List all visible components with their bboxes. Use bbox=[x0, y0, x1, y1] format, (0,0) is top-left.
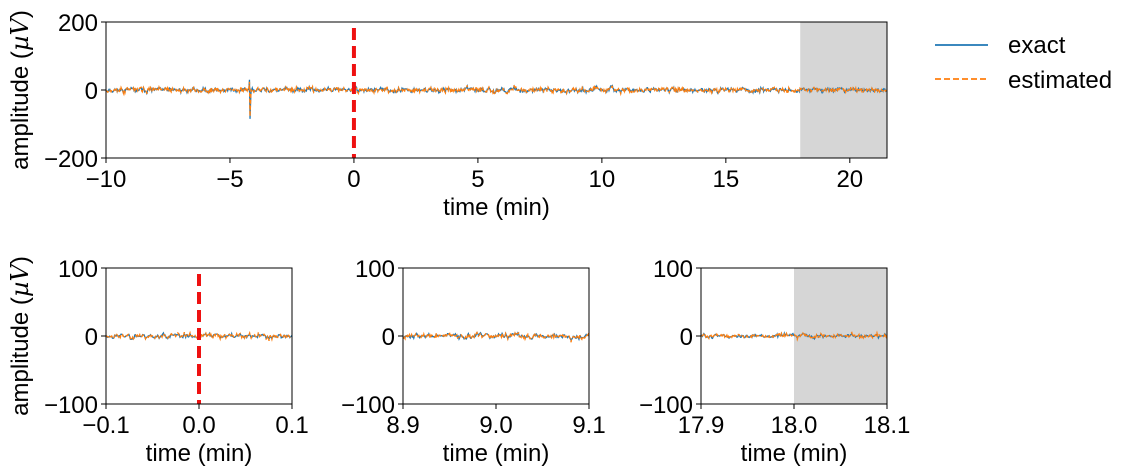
legend-exact-label: exact bbox=[1008, 32, 1066, 59]
y-tick-label: 200 bbox=[58, 10, 98, 37]
series-estimated-line bbox=[701, 330, 887, 342]
x-tick-label: 0 bbox=[347, 166, 360, 193]
panel-4: 17.9 18.0 18.1 −100 0 100 time (min) bbox=[639, 256, 910, 467]
x-tick-label: 0.1 bbox=[275, 412, 308, 439]
x-tick-label: 18.1 bbox=[864, 412, 911, 439]
x-tick-label: −0.1 bbox=[82, 412, 129, 439]
y-axis-label: amplitude (µV) bbox=[6, 10, 34, 170]
x-tick-label: 20 bbox=[836, 166, 863, 193]
x-tick-label: −10 bbox=[86, 166, 127, 193]
y-tick-label: 0 bbox=[680, 324, 693, 351]
y-tick-label: −100 bbox=[44, 392, 98, 419]
x-tick-label: −5 bbox=[216, 166, 243, 193]
x-tick-label: 17.9 bbox=[678, 412, 725, 439]
legend: exact estimated bbox=[935, 32, 1112, 94]
x-tick-label: 5 bbox=[471, 166, 484, 193]
y-tick-label: 0 bbox=[85, 78, 98, 105]
y-tick-label: 100 bbox=[653, 256, 693, 283]
y-tick-label: −200 bbox=[44, 146, 98, 173]
y-tick-label: 0 bbox=[382, 324, 395, 351]
x-axis-label: time (min) bbox=[443, 194, 550, 221]
y-tick-label: 0 bbox=[85, 324, 98, 351]
y-axis-label: amplitude (µV) bbox=[6, 256, 34, 416]
x-tick-label: 9.0 bbox=[479, 412, 512, 439]
panel-3: 8.9 9.0 9.1 −100 0 100 time (min) bbox=[341, 256, 606, 467]
legend-estimated-label: estimated bbox=[1008, 67, 1112, 94]
x-axis-label: time (min) bbox=[443, 440, 550, 467]
series-group bbox=[403, 330, 589, 343]
x-tick-label: 15 bbox=[712, 166, 739, 193]
x-tick-label: 8.9 bbox=[386, 412, 419, 439]
x-axis-label: time (min) bbox=[741, 440, 848, 467]
y-tick-label: 100 bbox=[58, 256, 98, 283]
x-tick-label: 10 bbox=[589, 166, 616, 193]
y-tick-label: 100 bbox=[355, 256, 395, 283]
series-estimated-line bbox=[403, 330, 589, 343]
x-tick-label: 0.0 bbox=[182, 412, 215, 439]
panels: −10 −5 0 5 10 15 20 −200 0 200 time (min) amplitude… bbox=[6, 10, 910, 467]
x-tick-label: 9.1 bbox=[572, 412, 605, 439]
series-group bbox=[701, 330, 887, 342]
panel-2: −0.1 0.0 0.1 −100 0 100 time (min) amplitude (µ… bbox=[6, 256, 309, 467]
series-exact-line bbox=[106, 79, 887, 119]
y-tick-label: −100 bbox=[639, 392, 693, 419]
series-group bbox=[106, 79, 887, 119]
panel-1: −10 −5 0 5 10 15 20 −200 0 200 time (min) amplitude… bbox=[6, 10, 888, 221]
x-tick-label: 18.0 bbox=[771, 412, 818, 439]
x-axis-label: time (min) bbox=[146, 440, 253, 467]
y-tick-label: −100 bbox=[341, 392, 395, 419]
series-estimated-line bbox=[106, 81, 887, 117]
